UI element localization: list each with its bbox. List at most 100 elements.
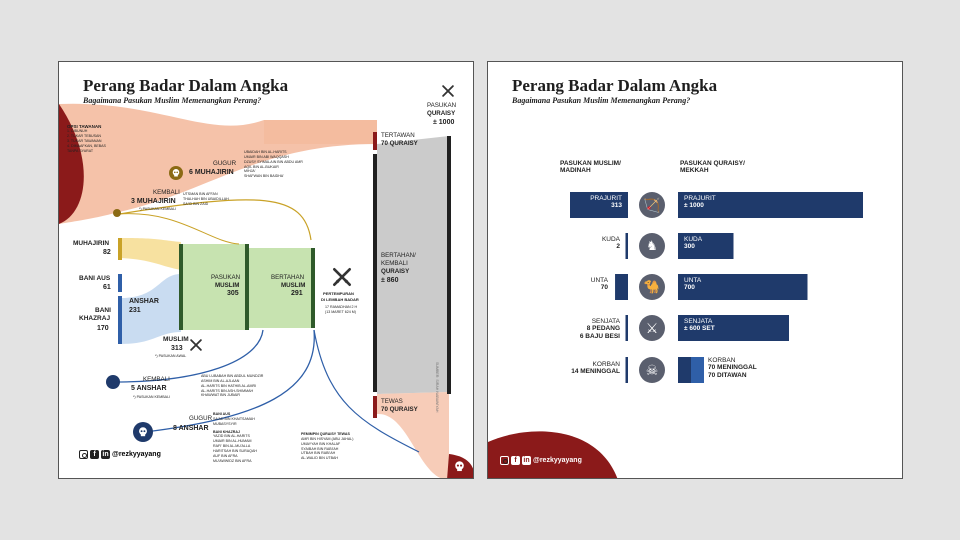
crossed-swords-icon	[332, 267, 352, 287]
pertempuran-date1: 17 RAMADHAN 2 H	[325, 305, 358, 309]
anshar-value: 231	[129, 307, 141, 314]
gugur-muhajirin-value: 6 MUHAJIRIN	[189, 169, 234, 176]
name: MUBASYSYIR	[213, 421, 237, 426]
name: UTBAH BIN RABI'AH	[301, 451, 336, 456]
col-quraisy-2: MEKKAH	[680, 167, 709, 175]
value2: 70 DITAWAN	[708, 371, 747, 379]
label: SENJATA	[684, 318, 713, 325]
bertahan-q-label3: QURAISY	[381, 268, 410, 275]
archer-icon: 🏹	[639, 192, 665, 218]
social-handle: @rezkyyayang	[533, 457, 582, 464]
quraisy-bertahan-flow	[377, 136, 449, 394]
name: AMR BIN HISYAM (ABU JAHAL)	[301, 436, 354, 441]
name: HARITSAH BIN SURAQAH	[213, 448, 257, 453]
label: KORBAN	[592, 361, 620, 368]
pasukan-quraisy-label2: QURAISY	[427, 110, 456, 117]
bertahan-label: BERTAHAN	[271, 274, 305, 281]
bertahan-node-b	[311, 248, 315, 328]
bar-quraisy-korban-meninggal	[678, 357, 691, 383]
col-muslim-header: PASUKAN MUSLIM/ MADINAH	[560, 160, 621, 175]
value: 14 MENINGGAL	[571, 368, 620, 376]
bar-quraisy-prajurit	[678, 192, 863, 218]
value: 313	[611, 202, 622, 210]
name: SHAFWAN BIN BAIDHA'	[244, 174, 284, 179]
tertawan-node	[373, 132, 377, 150]
kembali-muhajirin-names: UTSMAN BIN AFFAN THALHAH BIN UBAIDILLAH …	[183, 192, 229, 207]
value: 300	[684, 243, 695, 251]
kembali-muhajirin-line2	[118, 213, 240, 245]
bar-quraisy-senjata	[678, 315, 789, 341]
anshar-node	[118, 296, 122, 344]
name: UMAYYAH BIN KHALAF	[301, 441, 341, 446]
anshar-label: ANSHAR	[129, 298, 159, 305]
row-kuda-quraisy: KUDA 300	[684, 236, 702, 251]
social-footer: f in @rezkyyayang	[500, 456, 582, 465]
value2: 6 BAJU BESI	[579, 332, 620, 340]
name: AL-HARITS BIN HATHIB AL-AMRI	[201, 383, 257, 388]
opsi-item: 4. DIMAAFKAN, BEBAS	[67, 143, 106, 148]
opsi-title: OPSI TAWANAN	[67, 124, 102, 129]
value: 700	[684, 284, 695, 292]
facebook-icon: f	[90, 450, 99, 459]
name: KHAWWAT BIN JUBAIR	[201, 393, 240, 398]
label: PRAJURIT	[590, 195, 622, 202]
value: 70 MENINGGAL	[708, 364, 757, 372]
pertempuran-label2: DI LEMBAH BADAR	[321, 297, 359, 302]
gugur-anshar-names: BANI AUS SA'AD BIN KHAITSAMAH MUBASYSYIR…	[213, 412, 257, 463]
tertawan-label: TERTAWAN	[381, 132, 415, 139]
banikhazraj-label1: BANI	[95, 307, 111, 314]
muhajirin-flow	[121, 238, 181, 270]
bertahan-q-value: ± 860	[381, 277, 399, 284]
kembali-anshar-names: ABU LUBABAH BIN ABDUL MUNDZIR ASHIM BIN …	[201, 374, 263, 398]
page-title: Perang Badar Dalam Angka	[83, 76, 289, 95]
skull-icon	[455, 461, 464, 472]
label: UNTA	[684, 277, 702, 284]
kembali-muhajirin-line	[118, 199, 312, 241]
facebook-icon: f	[511, 456, 520, 465]
pasukan-muslim-band	[181, 244, 247, 330]
row-korban-muslim: KORBAN 14 MENINGGAL	[571, 361, 620, 376]
page-subtitle: Bagaimana Pasukan Muslim Memenangkan Per…	[512, 96, 691, 105]
kembali-anshar-line	[114, 329, 264, 383]
page-title: Perang Badar Dalam Angka	[512, 76, 718, 95]
source-note: SUMBER: SIRAH NABAWIYAH	[435, 362, 439, 413]
bar-muslim-senjata	[625, 315, 628, 341]
pasukan-muslim-label1: PASUKAN	[211, 274, 241, 281]
opsi-item: 2. TUKAR TEBUSAN	[67, 134, 102, 139]
opsi-item: 1. DIBUNUH	[67, 129, 88, 134]
row-senjata-quraisy: SENJATA ± 600 SET	[684, 318, 715, 333]
bar-muslim-kuda	[625, 233, 628, 259]
row-korban-quraisy: KORBAN 70 MENINGGAL 70 DITAWAN	[708, 357, 757, 379]
bar-muslim-unta	[615, 274, 628, 300]
baniaus-value: 61	[103, 284, 111, 291]
bar-quraisy-kuda	[678, 233, 734, 259]
gugur-anshar-value: 8 ANSHAR	[173, 425, 209, 432]
row-prajurit-quraisy: PRAJURIT ± 1000	[684, 195, 716, 210]
bertahan-q-label2: KEMBALI	[381, 260, 408, 267]
col-quraisy-header: PASUKAN QURAISY/ MEKKAH	[680, 160, 745, 175]
muslim-label: MUSLIM	[163, 336, 189, 343]
kembali-anshar-dot	[106, 375, 120, 389]
instagram-icon	[79, 450, 88, 459]
name: ABU LUBABAH BIN ABDUL MUNDZIR	[201, 374, 264, 378]
row-prajurit-muslim: PRAJURIT 313	[590, 195, 622, 210]
pasukan-quraisy-label1: PASUKAN	[427, 102, 457, 109]
name: SA'ID BIN ZAID	[183, 201, 209, 206]
muslim-note: *) PASUKAN AWAL	[155, 354, 187, 358]
opsi-item: 3. TUKAR TAWANAN	[67, 138, 102, 143]
tertawan-value: 70 QURAISY	[381, 140, 418, 147]
pasukan-quraisy-value: ± 1000	[433, 119, 455, 126]
linkedin-icon: in	[522, 456, 531, 465]
swords-icon: ⚔	[639, 315, 665, 341]
name: RAFI' BIN AL-MU'ALLA	[213, 444, 251, 449]
instagram-icon	[500, 456, 509, 465]
value: 70	[600, 284, 608, 292]
tewas-value: 70 QURAISY	[381, 406, 418, 413]
bertahan-node-a	[245, 244, 249, 330]
comparison-chart	[488, 192, 863, 478]
corner-decoration	[59, 104, 84, 224]
bertahan-value: 291	[291, 290, 303, 297]
muhajirin-label: MUHAJIRIN	[73, 240, 110, 247]
bar-quraisy-korban-ditawan	[691, 357, 704, 383]
name: UMAIR BIN AL-HUMAM	[213, 439, 252, 444]
